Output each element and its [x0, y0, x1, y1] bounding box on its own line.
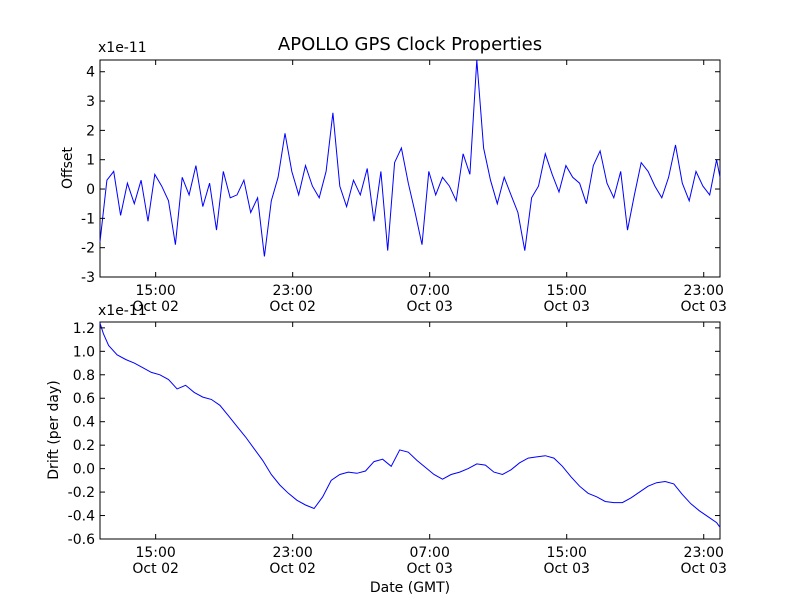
offset-y-axis-label: Offset: [60, 146, 76, 189]
offset-y-multiplier: x1e-11: [98, 40, 147, 56]
chart-title: APOLLO GPS Clock Properties: [278, 34, 542, 55]
x-tick-date-label: Oct 02: [132, 561, 178, 577]
x-tick-time-label: 23:00: [272, 283, 312, 299]
x-tick-time-label: 15:00: [135, 545, 175, 561]
x-tick-time-label: 15:00: [547, 283, 587, 299]
y-tick-label: 0: [86, 182, 95, 198]
y-tick-label: 1.2: [73, 321, 95, 337]
drift-panel: -0.6-0.4-0.20.00.20.40.60.81.01.2 15:00O…: [46, 303, 727, 577]
x-tick-time-label: 23:00: [684, 283, 724, 299]
y-tick-label: 0.2: [73, 438, 95, 454]
y-tick-label: 2: [86, 123, 95, 139]
y-tick-label: 4: [86, 65, 95, 81]
y-tick-label: 0.6: [73, 391, 95, 407]
y-tick-label: 0.4: [73, 415, 95, 431]
offset-plot-frame: [99, 59, 721, 278]
y-tick-label: 1: [86, 153, 95, 169]
offset-y-ticks: -3 -2 -1 0 1 2 3 4: [81, 65, 720, 286]
x-tick-time-label: 15:00: [547, 545, 587, 561]
x-tick-date-label: Oct 02: [269, 299, 315, 315]
series-polyline: [99, 59, 721, 257]
y-tick-label: -3: [81, 270, 95, 286]
x-axis-label: Date (GMT): [370, 580, 450, 596]
x-tick-date-label: Oct 02: [269, 561, 315, 577]
x-tick-date-label: Oct 03: [406, 299, 452, 315]
drift-plot-frame: [99, 321, 721, 540]
y-tick-label: -1: [81, 211, 95, 227]
x-tick-date-label: Oct 03: [406, 561, 452, 577]
y-tick-label: 0.8: [73, 368, 95, 384]
drift-y-axis-label: Drift (per day): [46, 380, 62, 479]
x-tick-time-label: 07:00: [410, 545, 450, 561]
y-tick-label: -0.4: [68, 509, 95, 525]
x-tick-time-label: 15:00: [135, 283, 175, 299]
x-tick-date-label: Oct 03: [680, 561, 726, 577]
x-tick-date-label: Oct 03: [543, 561, 589, 577]
drift-y-multiplier: x1e-11: [98, 303, 147, 319]
offset-series-line: [99, 59, 721, 257]
drift-y-ticks: -0.6 -0.4 -0.2 0.0 0.2 0.4 0.6 0.8 1.0 1.2: [68, 321, 720, 548]
y-tick-label: 1.0: [73, 344, 95, 360]
x-tick-time-label: 07:00: [410, 283, 450, 299]
drift-series-line: [99, 323, 721, 528]
x-tick-time-label: 23:00: [684, 545, 724, 561]
series-polyline: [99, 323, 721, 528]
y-tick-label: -0.2: [68, 485, 95, 501]
y-tick-label: 0.0: [73, 462, 95, 478]
x-tick-date-label: Oct 03: [680, 299, 726, 315]
x-tick-date-label: Oct 03: [543, 299, 589, 315]
y-tick-label: -0.6: [68, 532, 95, 548]
y-tick-label: -2: [81, 241, 95, 257]
y-tick-label: 3: [86, 94, 95, 110]
x-tick-date-label: Oct 02: [132, 299, 178, 315]
x-tick-time-label: 23:00: [272, 545, 312, 561]
